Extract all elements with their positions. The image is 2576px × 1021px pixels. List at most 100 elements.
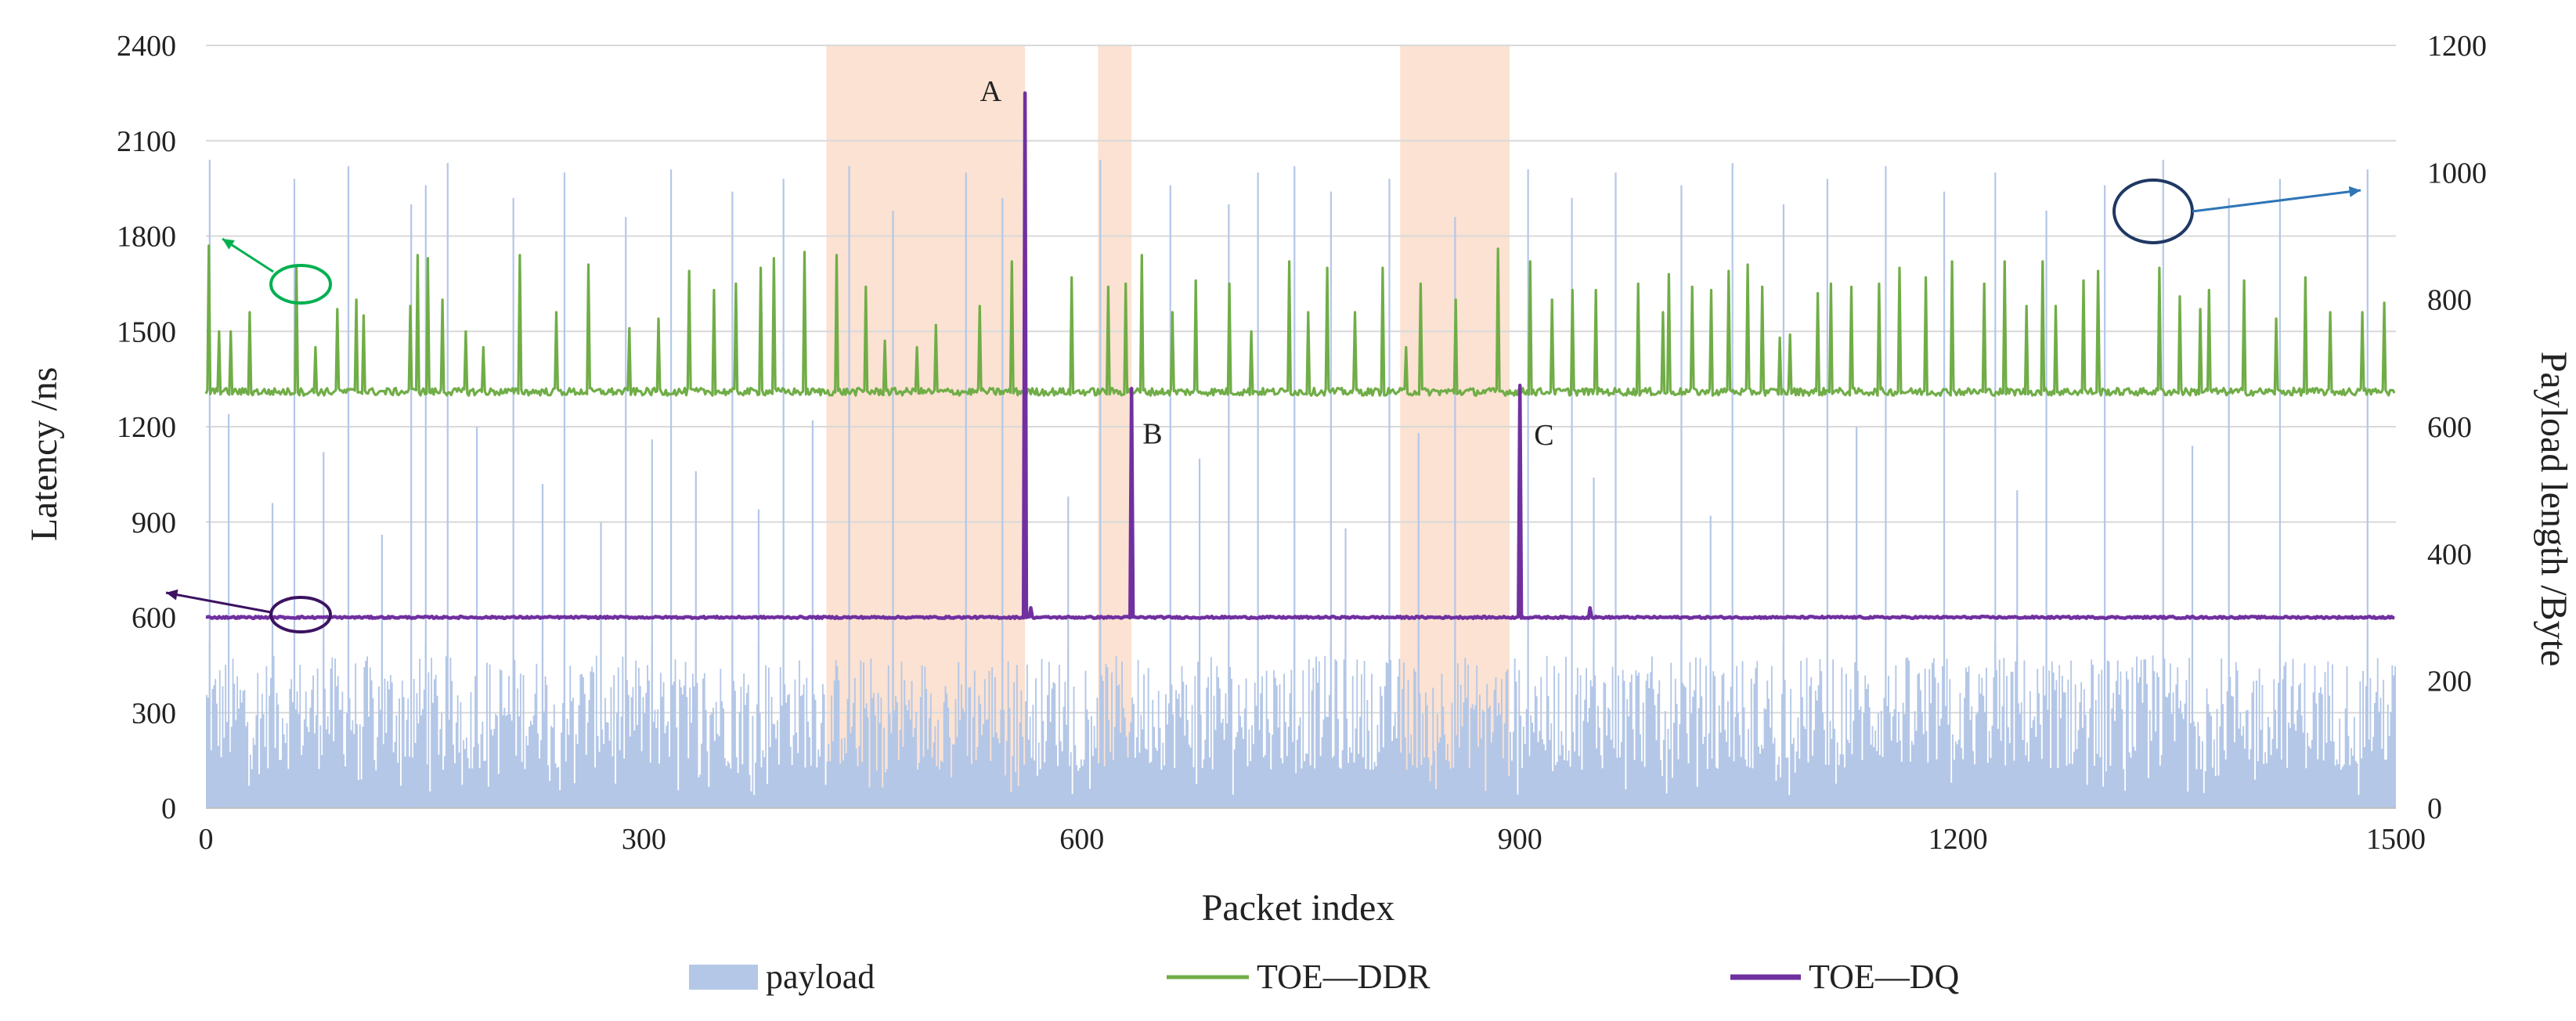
y-left-tick-label-1500: 1500 bbox=[117, 316, 176, 348]
y-left-tick-label-900: 900 bbox=[132, 507, 176, 539]
payload-bar-band bbox=[206, 643, 2396, 808]
payload-callout-arrow-icon bbox=[2192, 189, 2361, 213]
y-left-tick-label-600: 600 bbox=[132, 602, 176, 635]
payload-bar-1480 bbox=[2366, 169, 2369, 808]
series-line-ddr bbox=[204, 244, 2396, 397]
payload-bar-230 bbox=[541, 484, 544, 808]
payload-bar-335 bbox=[695, 471, 697, 808]
payload-bar-1240 bbox=[2016, 490, 2019, 808]
payload-bar-935 bbox=[1571, 197, 1573, 809]
legend-label-dq: TOE—DQ bbox=[1809, 958, 1960, 996]
payload-bar-2 bbox=[208, 160, 211, 809]
payload-bar-45 bbox=[271, 503, 274, 808]
y-right-tick-label-0: 0 bbox=[2427, 792, 2442, 825]
payload-bar-97 bbox=[347, 166, 350, 808]
x-tick-label-0: 0 bbox=[199, 823, 214, 856]
payload-bar-720 bbox=[1257, 172, 1259, 809]
payload-bars bbox=[206, 160, 2396, 809]
payload-bar-612 bbox=[1099, 160, 1102, 809]
payload-bar-395 bbox=[782, 179, 785, 808]
payload-bar-770 bbox=[1329, 191, 1332, 808]
legend: payload TOE—DDR TOE—DQ bbox=[689, 958, 1960, 996]
x-tick-label-300: 300 bbox=[622, 823, 666, 856]
y-left-tick-label-300: 300 bbox=[132, 697, 176, 730]
payload-bar-318 bbox=[669, 169, 673, 808]
y-right-tick-label-1000: 1000 bbox=[2427, 157, 2487, 189]
x-tick-label-600: 600 bbox=[1059, 823, 1104, 856]
y-right-tick-label-400: 400 bbox=[2427, 538, 2472, 571]
payload-callout-ellipse bbox=[2112, 179, 2194, 244]
ddr-axis-callout bbox=[222, 237, 332, 305]
dq-callout-arrow-icon bbox=[165, 591, 272, 614]
payload-bar-470 bbox=[892, 211, 894, 808]
y-left-tick-label-2100: 2100 bbox=[117, 125, 176, 158]
payload-bar-305 bbox=[651, 439, 653, 808]
payload-bar-1110 bbox=[1826, 179, 1828, 808]
payload-bar-745 bbox=[1293, 166, 1296, 808]
x-tick-label-1500: 1500 bbox=[2366, 823, 2426, 856]
payload-bar-1420 bbox=[2278, 179, 2282, 808]
y-right-tick-label-1200: 1200 bbox=[2427, 30, 2487, 63]
y-left-tick-label-1200: 1200 bbox=[117, 411, 176, 444]
payload-bar-1150 bbox=[1885, 166, 1887, 808]
payload-arrowhead-icon bbox=[2348, 186, 2361, 197]
payload-bar-150 bbox=[424, 185, 427, 809]
payload-bar-660 bbox=[1169, 185, 1171, 809]
payload-bar-1190 bbox=[1943, 191, 1946, 808]
ddr-callout-ellipse bbox=[269, 264, 332, 305]
payload-bar-1385 bbox=[2228, 197, 2230, 809]
payload-bar-855 bbox=[1454, 217, 1456, 808]
payload-bar-545 bbox=[1001, 197, 1004, 809]
y-axis-right-title: Payload length /Byte bbox=[2533, 352, 2574, 667]
payload-bar-80 bbox=[323, 452, 325, 808]
dq-axis-callout bbox=[165, 589, 332, 633]
payload-bar-520 bbox=[965, 172, 967, 809]
payload-axis-callout bbox=[2112, 179, 2361, 244]
payload-bar-1080 bbox=[1782, 204, 1785, 809]
axes: 0 300 600 900 1200 15000300600900120015001800… bbox=[117, 30, 2487, 856]
payload-bar-120 bbox=[381, 534, 383, 808]
payload-bar-440 bbox=[848, 166, 850, 808]
payload-bar-590 bbox=[1067, 496, 1070, 808]
payload-bar-140 bbox=[410, 204, 413, 809]
payload-bar-1360 bbox=[2191, 446, 2194, 808]
y-right-tick-label-200: 200 bbox=[2427, 666, 2472, 698]
payload-bar-15 bbox=[227, 413, 230, 808]
payload-bar-1045 bbox=[1731, 163, 1734, 809]
payload-bar-780 bbox=[1344, 528, 1347, 808]
annotation-C: C bbox=[1534, 419, 1553, 452]
payload-bar-60 bbox=[293, 179, 296, 808]
annotation-A: A bbox=[980, 75, 1002, 108]
series-line-dq bbox=[205, 91, 2395, 620]
payload-bar-830 bbox=[1417, 433, 1420, 808]
x-axis-title: Packet index bbox=[1202, 887, 1395, 929]
payload-bar-905 bbox=[1527, 169, 1529, 808]
payload-bar-210 bbox=[512, 197, 514, 809]
payload-bar-360 bbox=[731, 191, 734, 808]
payload-bar-378 bbox=[757, 509, 760, 808]
payload-bar-1260 bbox=[2045, 211, 2047, 808]
y-right-tick-label-800: 800 bbox=[2427, 284, 2472, 317]
dq-callout-ellipse bbox=[269, 596, 332, 633]
ddr-arrowhead-icon bbox=[222, 239, 235, 250]
payload-bar-1010 bbox=[1680, 185, 1683, 809]
y-right-tick-label-600: 600 bbox=[2427, 411, 2472, 444]
payload-bar-810 bbox=[1388, 179, 1391, 808]
legend-label-ddr: TOE—DDR bbox=[1257, 958, 1431, 996]
payload-bar-1300 bbox=[2104, 185, 2106, 809]
payload-bar-415 bbox=[811, 420, 814, 808]
y-left-tick-label-1800: 1800 bbox=[117, 221, 176, 254]
y-axis-left-title: Latency /ns bbox=[23, 367, 65, 542]
payload-bar-270 bbox=[600, 521, 602, 808]
payload-bar-165 bbox=[446, 163, 449, 809]
payload-bar-965 bbox=[1615, 172, 1617, 809]
y-left-tick-label-0: 0 bbox=[161, 792, 176, 825]
annotation-B: B bbox=[1142, 417, 1162, 450]
payload-bar-1225 bbox=[1994, 172, 1997, 809]
payload-bar-950 bbox=[1593, 477, 1595, 808]
x-tick-label-900: 900 bbox=[1498, 823, 1542, 856]
payload-bar-680 bbox=[1198, 458, 1201, 808]
payload-bar-1030 bbox=[1709, 515, 1712, 808]
payload-bar-1340 bbox=[2162, 160, 2164, 809]
